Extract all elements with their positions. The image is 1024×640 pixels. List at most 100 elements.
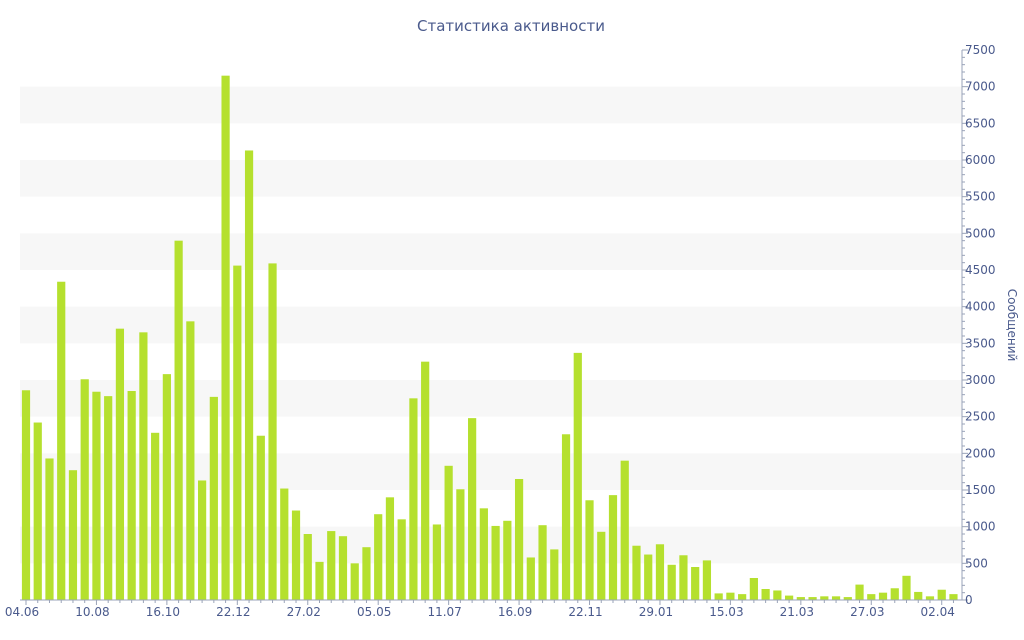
bar <box>397 519 406 600</box>
bar <box>198 480 207 600</box>
x-tick-label: 29.01 <box>639 605 673 619</box>
bar <box>561 434 571 600</box>
y-tick-label: 6000 <box>965 153 996 167</box>
bar <box>33 422 42 600</box>
bar <box>620 460 629 600</box>
bar <box>21 390 31 600</box>
bar-series <box>21 75 958 601</box>
bar <box>785 595 794 600</box>
bar <box>80 379 89 600</box>
bar <box>655 544 665 600</box>
bar <box>303 534 312 600</box>
bar <box>503 520 512 600</box>
bar <box>526 557 535 600</box>
x-tick-label: 15.03 <box>709 605 743 619</box>
y-tick-label: 0 <box>965 593 973 607</box>
bar <box>691 567 700 600</box>
bar <box>738 594 747 600</box>
bar <box>421 361 430 600</box>
bar <box>174 240 183 601</box>
bar <box>268 263 277 600</box>
bar <box>338 536 348 600</box>
y-tick-label: 4000 <box>965 300 996 314</box>
x-tick-label: 22.12 <box>216 605 250 619</box>
bar <box>644 554 653 600</box>
bar <box>315 561 324 600</box>
grid-band <box>20 306 962 344</box>
bar <box>831 596 841 600</box>
bar <box>632 545 641 600</box>
bar <box>57 281 66 600</box>
bar <box>597 531 606 600</box>
x-tick-label: 27.02 <box>287 605 321 619</box>
y-tick-label: 4500 <box>965 263 996 277</box>
bar <box>773 590 782 600</box>
x-tick-label: 04.06 <box>5 605 39 619</box>
bar <box>878 592 888 600</box>
grid-band <box>20 380 962 417</box>
bar <box>714 593 723 600</box>
bar <box>350 563 359 600</box>
bar <box>127 391 136 600</box>
bar <box>104 396 113 600</box>
chart-title: Статистика активности <box>417 17 605 35</box>
bar <box>280 488 289 600</box>
bar <box>890 588 899 600</box>
bar <box>432 524 441 600</box>
grid-band <box>20 160 962 197</box>
x-tick-label: 16.09 <box>498 605 532 619</box>
x-tick-label: 21.03 <box>780 605 814 619</box>
bar <box>608 495 618 600</box>
bar <box>68 470 78 600</box>
y-tick-label: 2500 <box>965 410 996 424</box>
bar <box>538 525 547 600</box>
bar <box>749 578 758 600</box>
bar <box>221 75 230 601</box>
bar <box>374 514 383 600</box>
bar <box>186 321 195 600</box>
y-tick-label: 5000 <box>965 226 996 240</box>
y-tick-label: 1500 <box>965 483 996 497</box>
bar <box>761 589 770 600</box>
bar <box>796 597 805 600</box>
bar <box>362 547 371 600</box>
grid-band <box>20 453 962 490</box>
x-tick-label: 27.03 <box>850 605 884 619</box>
bar <box>244 150 254 600</box>
bar <box>162 374 171 600</box>
grid-band <box>20 233 962 270</box>
bar <box>327 531 336 600</box>
bar <box>585 500 594 600</box>
y-tick-label: 5500 <box>965 190 996 204</box>
y-tick-label: 7000 <box>965 80 996 94</box>
x-tick-label: 02.04 <box>921 605 955 619</box>
x-tick-label: 10.08 <box>75 605 109 619</box>
bar <box>843 597 852 600</box>
bar <box>937 589 946 600</box>
bar <box>679 555 688 600</box>
bar <box>902 575 911 600</box>
bar <box>409 398 418 600</box>
y-axis-ticks: 0 500 1000 1500 2000 2500 3000 3500 4000 4500 5000… <box>962 43 996 607</box>
bar <box>209 396 218 600</box>
bar <box>45 458 54 600</box>
y-axis-title: Сообщений <box>1005 289 1019 362</box>
bar <box>385 497 395 600</box>
x-tick-label: 11.07 <box>427 605 461 619</box>
bar <box>233 265 242 600</box>
bar <box>256 435 265 600</box>
bar <box>456 489 465 600</box>
bar <box>925 596 935 600</box>
x-tick-label: 16.10 <box>146 605 180 619</box>
bar <box>820 596 829 600</box>
bar <box>491 525 500 600</box>
y-tick-label: 3000 <box>965 373 996 387</box>
y-tick-label: 6500 <box>965 116 996 130</box>
bar <box>151 432 160 600</box>
bar <box>667 564 676 600</box>
grid-bands <box>20 86 962 564</box>
bar <box>702 560 712 600</box>
bar <box>514 479 524 600</box>
bar <box>855 584 864 600</box>
